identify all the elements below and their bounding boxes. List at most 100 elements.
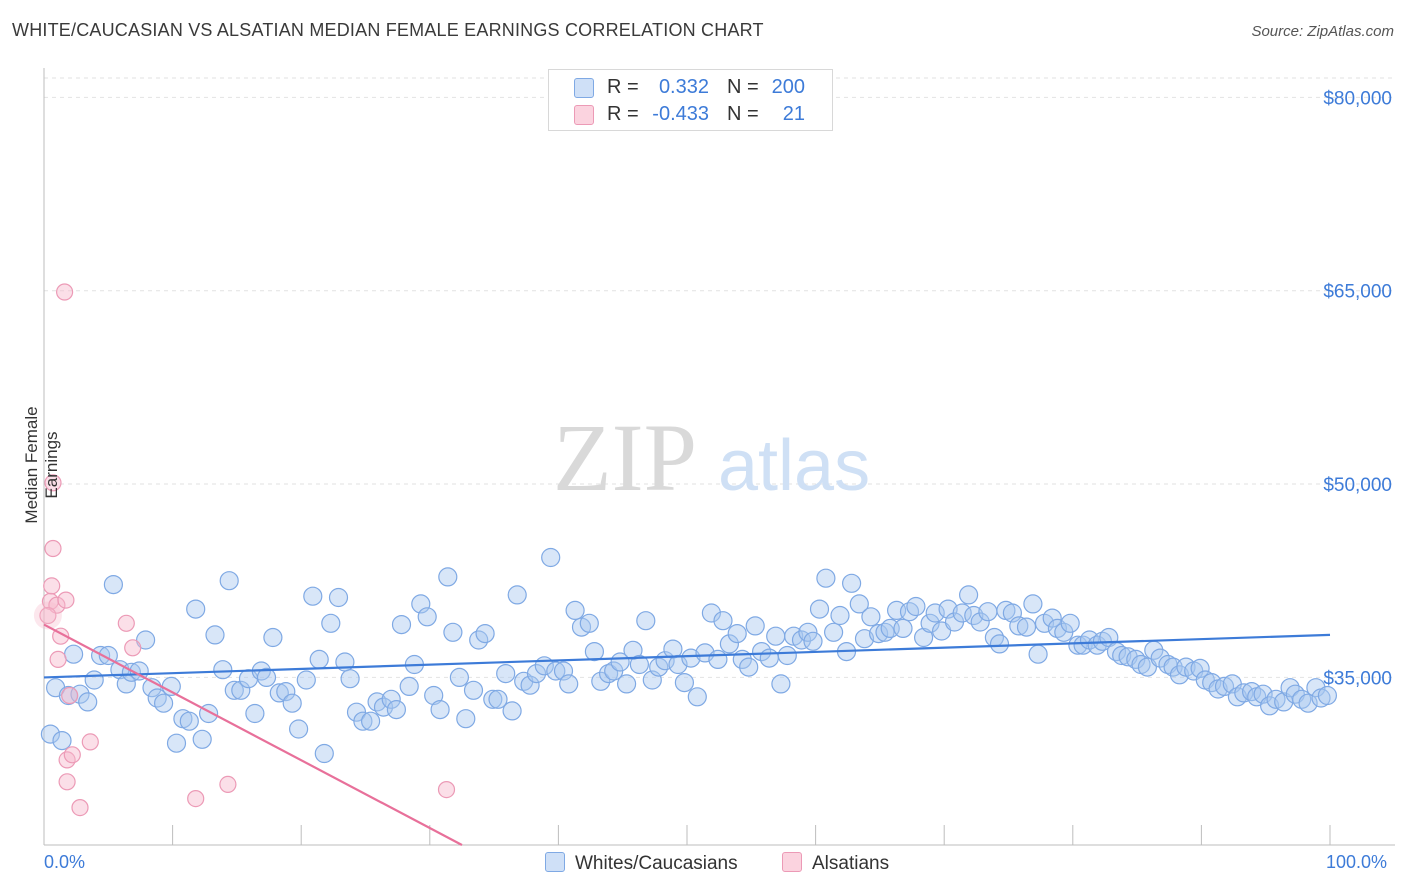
- white-caucasian-point: [1060, 613, 1080, 633]
- white-caucasian-point: [496, 663, 516, 684]
- alsatian-point: [57, 591, 75, 609]
- watermark-atlas: atlas: [718, 426, 870, 506]
- white-caucasian-point: [282, 693, 302, 713]
- source-label: Source: ZipAtlas.com: [1251, 23, 1394, 40]
- white-caucasian-point: [1169, 665, 1190, 685]
- white-caucasian-point: [713, 611, 733, 631]
- white-caucasian-trend-line: [43, 633, 1331, 679]
- white-caucasian-point: [719, 634, 740, 654]
- alsatian-point: [58, 773, 76, 791]
- white-caucasian-point: [40, 724, 61, 744]
- white-caucasian-point: [430, 699, 450, 720]
- white-caucasian-point: [502, 701, 522, 721]
- legend-row-alsatians: R = -0.433 N = 21: [549, 101, 832, 127]
- white-caucasian-point: [309, 649, 329, 670]
- white-caucasian-point: [579, 613, 599, 633]
- white-caucasian-point: [1112, 645, 1132, 666]
- white-caucasian-point: [303, 586, 323, 606]
- white-caucasian-point: [147, 688, 167, 708]
- white-caucasian-point: [296, 670, 316, 690]
- alsatian-point: [219, 775, 237, 794]
- white-caucasian-point: [623, 640, 643, 660]
- white-caucasian-point: [424, 685, 444, 706]
- white-caucasian-point: [636, 611, 656, 631]
- alsatian-trend-line: [43, 623, 463, 846]
- white-caucasian-point: [328, 587, 349, 608]
- white-caucasian-point: [616, 674, 637, 694]
- white-caucasian-point: [353, 711, 373, 731]
- white-caucasian-point: [269, 683, 289, 703]
- white-caucasian-point: [1317, 685, 1338, 706]
- y-axis-label: Median Female Earnings: [22, 406, 61, 524]
- y-tick-label: $65,000: [1323, 282, 1392, 303]
- white-caucasian-point: [766, 626, 786, 646]
- alsatian-point: [39, 606, 57, 625]
- white-caucasian-point: [777, 645, 797, 666]
- white-caucasian-point: [598, 663, 619, 684]
- bottom-legend-swatch-whites: [545, 852, 565, 872]
- white-caucasian-point: [751, 641, 772, 662]
- white-caucasian-point: [541, 547, 561, 568]
- white-caucasian-point: [1042, 608, 1062, 628]
- white-caucasian-point: [687, 687, 707, 707]
- white-caucasian-point: [708, 649, 728, 670]
- y-tick-label: $35,000: [1323, 668, 1392, 689]
- white-caucasian-point: [868, 623, 889, 644]
- white-caucasian-point: [263, 627, 283, 648]
- white-caucasian-point: [136, 630, 156, 650]
- white-caucasian-point: [224, 680, 244, 700]
- white-caucasian-point: [63, 644, 84, 664]
- white-caucasian-point: [391, 614, 412, 635]
- legend-r-label: R =: [607, 103, 639, 125]
- white-caucasian-point: [507, 585, 527, 605]
- white-caucasian-point: [849, 594, 869, 614]
- white-caucasian-point: [1190, 658, 1210, 679]
- white-caucasian-point: [978, 602, 998, 622]
- legend-n-value: 200: [771, 76, 805, 98]
- white-caucasian-point: [276, 681, 296, 702]
- white-caucasian-point: [256, 667, 277, 688]
- white-caucasian-point: [314, 743, 334, 764]
- bottom-legend-label-whites: Whites/Caucasians: [575, 853, 738, 874]
- white-caucasian-point: [854, 629, 875, 649]
- white-caucasian-point: [399, 676, 419, 697]
- white-caucasian-point: [663, 639, 683, 659]
- chart-title: WHITE/CAUCASIAN VS ALSATIAN MEDIAN FEMAL…: [12, 20, 764, 40]
- white-caucasian-point: [759, 648, 779, 668]
- white-caucasian-point: [417, 607, 437, 627]
- white-caucasian-point: [1214, 676, 1235, 697]
- white-caucasian-point: [1306, 678, 1326, 698]
- white-caucasian-point: [443, 622, 463, 642]
- bottom-legend-whites: Whites/Caucasians: [545, 852, 738, 875]
- white-caucasian-point: [913, 627, 934, 648]
- white-caucasian-point: [970, 612, 990, 632]
- white-caucasian-point: [154, 693, 174, 713]
- white-caucasian-point: [681, 648, 701, 668]
- legend-n-value: 21: [782, 103, 805, 125]
- alsatian-point: [58, 751, 76, 769]
- white-caucasian-point: [841, 573, 862, 593]
- white-caucasian-point: [520, 675, 540, 695]
- legend-r-value: 0.332: [658, 76, 709, 98]
- white-caucasian-point: [701, 603, 722, 623]
- white-caucasian-point: [771, 674, 791, 694]
- white-caucasian-point: [893, 618, 913, 639]
- bottom-legend-label-alsatians: Alsatians: [812, 853, 890, 874]
- white-caucasian-point: [245, 703, 265, 724]
- x-tick-min: 0.0%: [44, 852, 86, 872]
- white-caucasian-point: [1023, 594, 1043, 614]
- white-caucasian-point: [1126, 649, 1146, 670]
- alsatian-point: [71, 798, 89, 817]
- alsatian-point: [44, 539, 62, 558]
- alsatian-point-cluster: [33, 601, 62, 630]
- white-caucasian-point: [958, 585, 979, 605]
- white-caucasian-point: [816, 568, 836, 588]
- white-caucasian-point: [1241, 681, 1262, 702]
- white-caucasian-point: [920, 613, 940, 633]
- white-caucasian-point: [727, 623, 747, 644]
- white-caucasian-point: [381, 689, 401, 709]
- white-caucasian-point: [739, 657, 759, 677]
- white-caucasian-point: [205, 625, 225, 645]
- white-caucasian-point: [803, 631, 823, 651]
